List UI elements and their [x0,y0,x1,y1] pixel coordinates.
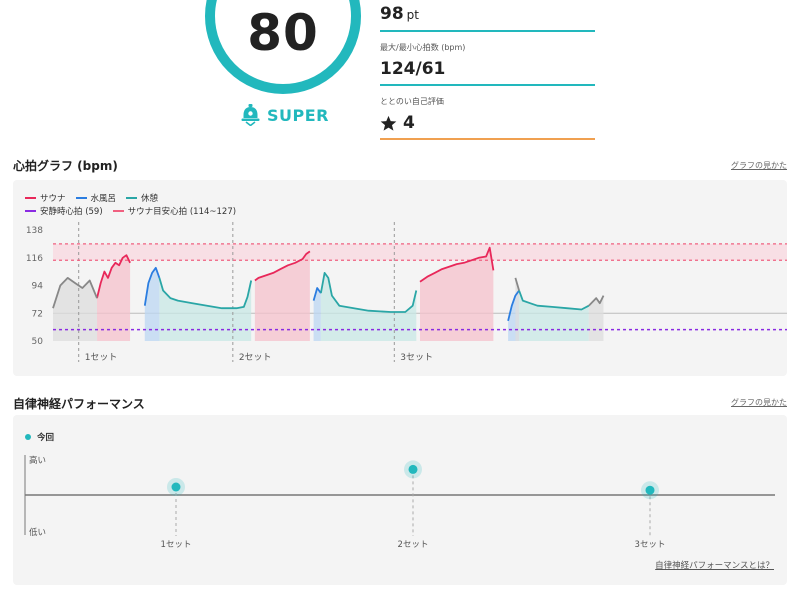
series-fill [519,290,589,341]
series-fill [159,277,252,341]
series-line-water [143,266,161,306]
self-eval-stat: ととのい自己評価 4 [380,96,595,140]
y-tick-label: 116 [26,254,43,264]
series-fill [420,247,494,341]
autonomic-about-link[interactable]: 自律神経パフォーマンスとは？ [655,561,774,571]
y-tick-label: 94 [32,282,44,292]
series-line-sauna [96,254,131,299]
heart-legend-row2: 安静時心拍 (59) サウナ目安心拍 (114~127) [25,205,236,217]
series-line-warmup [52,277,98,309]
y-tick-label: 50 [32,337,44,347]
series-fill [53,277,98,341]
series-line-warmup [514,277,520,291]
autonomic-card: 高い低い 1セット 2セット 3セット 今回 自律神経パフォーマンスとは？ [13,415,787,585]
legend-rest: 休憩 [126,192,158,204]
heart-rate-chart: 50 72 94 116 138 1セット 2セット 3セット [26,222,787,363]
series-fill [97,255,131,341]
set-label: 3セット [635,540,666,550]
series-line-sauna [254,250,311,282]
data-point [171,482,181,492]
points-value: 98 [380,4,404,24]
set-label: 2セット [239,352,272,363]
self-eval-value: 4 [403,113,415,133]
data-point [645,485,655,495]
points-divider [380,30,595,32]
bpm-value: 124/61 [380,59,446,79]
rank-label: SUPER [267,105,329,125]
score-value: 80 [247,4,319,62]
points-unit: pt [406,8,419,22]
legend-target-hr-label: サウナ目安心拍 (114~127) [127,207,237,217]
heart-legend-row1: サウナ 水風呂 休憩 [25,192,158,204]
set-label: 1セット [161,540,192,550]
autonomic-title: 自律神経パフォーマンス [13,397,145,411]
bpm-stat: 最大/最小心拍数 (bpm) 124/61 [380,42,595,86]
heart-graph-card: サウナ 水風呂 休憩 安静時心拍 (59) サウナ目安心拍 (114~127) … [13,180,787,376]
autonomic-legend: 今回 [25,431,54,443]
heart-graph-title: 心拍グラフ (bpm) [13,159,118,173]
self-eval-divider [380,138,595,140]
points-stat: 98 pt [380,4,595,32]
high-label: 高い [29,455,46,466]
bell-icon [241,104,260,126]
series-line-rest [158,277,253,310]
legend-sauna: サウナ [25,192,66,204]
y-tick-label: 72 [32,309,43,319]
set-label: 3セット [400,352,433,363]
legend-resting-hr: 安静時心拍 (59) [25,205,103,217]
legend-water-label: 水風呂 [90,194,117,204]
legend-sauna-label: サウナ [40,194,66,204]
series-line-warmup [588,295,605,307]
self-eval-label: ととのい自己評価 [380,97,444,106]
autonomic-help-link[interactable]: グラフの見かた [731,398,787,407]
legend-target-hr: サウナ目安心拍 (114~127) [112,205,237,217]
series-fill [254,251,310,341]
series-line-water [507,289,520,322]
legend-rest-label: 休憩 [141,194,159,204]
series-line-rest [518,290,590,311]
series-fill [313,288,321,341]
bpm-label: 最大/最小心拍数 (bpm) [380,43,466,52]
series-line-water [312,287,322,301]
data-point [408,464,418,474]
low-label: 低い [29,527,46,538]
autonomic-legend-label: 今回 [37,433,55,443]
legend-resting-hr-label: 安静時心拍 (59) [40,207,103,217]
series-fill [320,272,417,341]
heart-graph-help-link[interactable]: グラフの見かた [731,161,787,170]
set-label: 1セット [85,352,118,363]
set-label: 2セット [398,540,429,550]
series-line-rest [320,272,418,313]
y-tick-label: 138 [26,226,43,236]
legend-dot [25,434,31,440]
rank-badge: SUPER [241,104,329,126]
star-icon [380,115,397,131]
series-line-sauna [419,246,495,283]
bpm-divider [380,84,595,86]
legend-water: 水風呂 [75,192,117,204]
target-hr-band [53,243,787,261]
